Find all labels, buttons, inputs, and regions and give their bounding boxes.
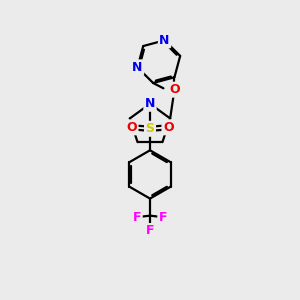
Text: F: F xyxy=(133,211,141,224)
Text: O: O xyxy=(126,121,137,134)
Text: O: O xyxy=(169,83,180,96)
Text: N: N xyxy=(159,34,170,47)
Text: F: F xyxy=(146,224,154,238)
Text: N: N xyxy=(132,61,143,74)
Text: S: S xyxy=(146,122,154,135)
Text: N: N xyxy=(145,97,155,110)
Text: F: F xyxy=(159,211,167,224)
Text: O: O xyxy=(163,121,174,134)
